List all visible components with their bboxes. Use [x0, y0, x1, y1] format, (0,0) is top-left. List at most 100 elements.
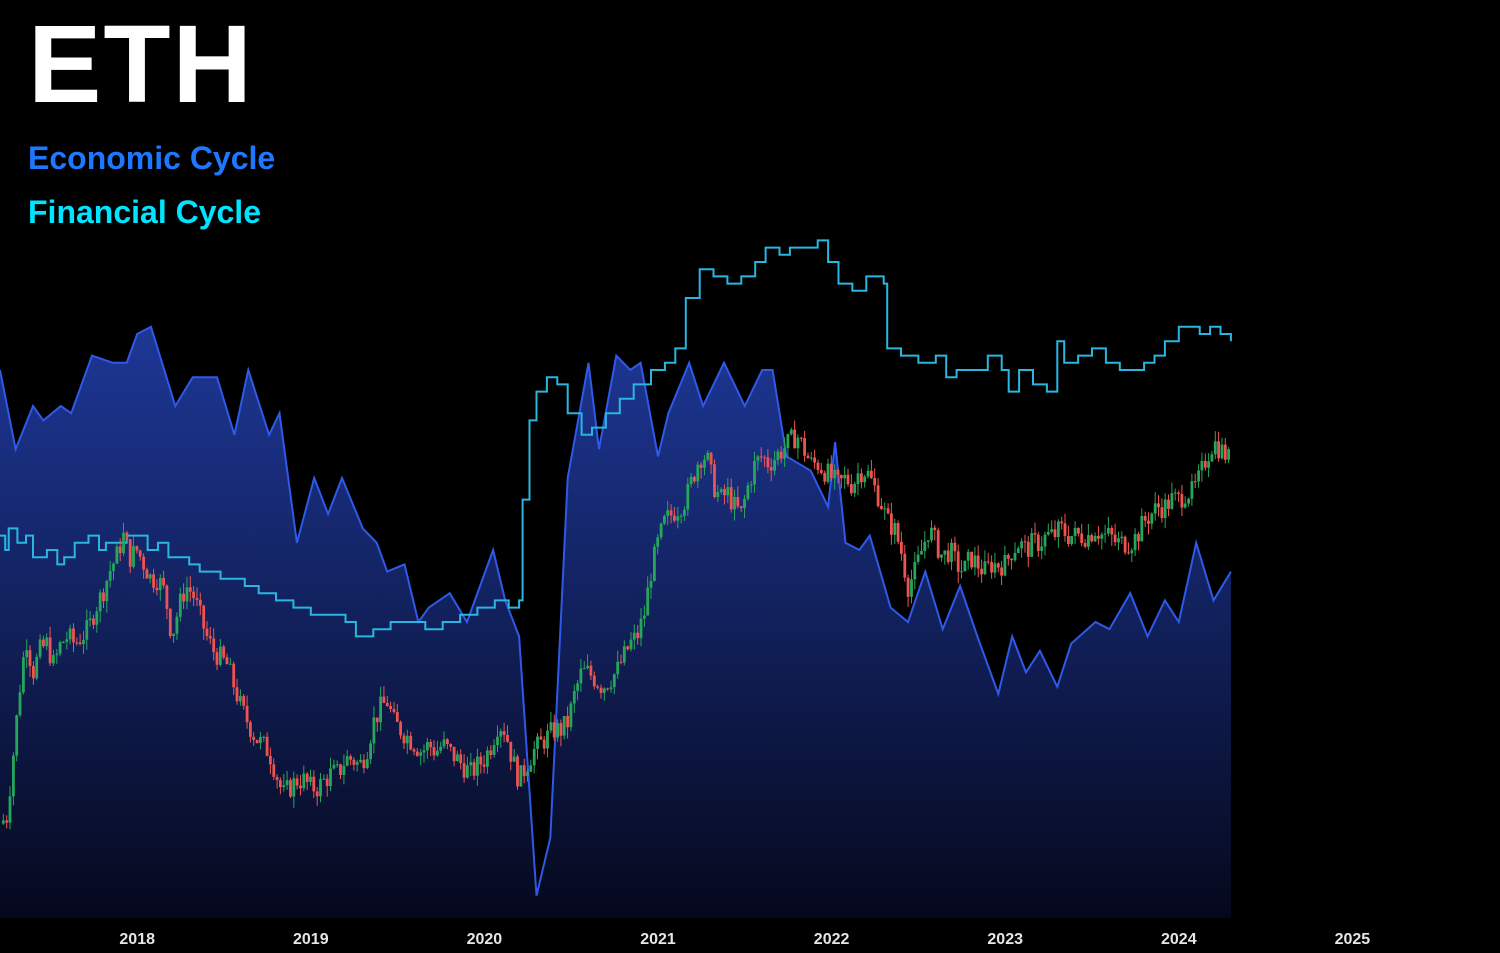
eth-candle: [15, 714, 19, 762]
eth-candle: [946, 542, 950, 565]
eth-candle: [582, 661, 586, 670]
eth-candle: [819, 462, 823, 475]
eth-candle: [1197, 464, 1200, 488]
eth-candle: [616, 650, 620, 679]
eth-candle: [990, 555, 993, 579]
eth-candle: [673, 507, 676, 523]
eth-candle: [305, 772, 309, 791]
eth-candle: [960, 560, 963, 579]
eth-candle: [1107, 516, 1110, 537]
eth-candle: [242, 694, 246, 710]
eth-candle: [966, 549, 970, 570]
eth-candle: [132, 536, 135, 569]
eth-candle: [769, 458, 773, 482]
eth-candle: [953, 536, 957, 562]
eth-candle: [736, 486, 740, 509]
eth-candle: [1193, 473, 1197, 488]
eth-candle: [302, 765, 306, 792]
eth-candle: [1213, 431, 1217, 460]
eth-candle: [779, 446, 783, 464]
eth-candle: [816, 459, 820, 475]
eth-candle: [225, 653, 229, 665]
x-axis: 2018 2019 2020 2021 2022 2023 2024 2025: [119, 931, 1370, 948]
eth-candle: [1023, 534, 1027, 553]
eth-candle: [833, 464, 837, 490]
eth-candle: [112, 562, 115, 581]
eth-candle: [1153, 492, 1157, 521]
eth-candle: [843, 466, 847, 489]
eth-candle: [355, 759, 359, 772]
eth-candle: [469, 753, 473, 777]
eth-candle: [1227, 447, 1230, 463]
eth-candle: [105, 579, 109, 613]
eth-candle: [1083, 539, 1087, 549]
eth-candle: [1053, 520, 1057, 541]
eth-candle: [1183, 496, 1187, 509]
x-tick-label: 2020: [467, 931, 503, 948]
eth-candle: [409, 731, 413, 751]
eth-candle: [476, 748, 479, 786]
eth-candle: [208, 627, 212, 645]
eth-candle: [315, 786, 319, 806]
eth-candle: [883, 502, 887, 520]
eth-candle: [82, 630, 85, 654]
eth-candle: [1013, 542, 1017, 562]
eth-candle: [773, 450, 776, 476]
eth-candle: [165, 584, 169, 620]
eth-candle: [552, 714, 556, 741]
eth-candle: [566, 706, 569, 739]
eth-candle: [1060, 516, 1064, 530]
eth-candle: [198, 592, 202, 616]
eth-candle: [586, 654, 589, 670]
eth-candle: [88, 611, 92, 627]
eth-candle: [45, 633, 49, 651]
eth-candle: [602, 687, 606, 701]
eth-candle: [706, 450, 710, 462]
eth-candle: [703, 455, 706, 476]
eth-candle: [1133, 528, 1137, 557]
eth-candle: [1057, 519, 1060, 548]
eth-candle: [756, 454, 760, 471]
eth-candle: [342, 754, 346, 785]
eth-candle: [255, 739, 259, 744]
eth-candle: [826, 458, 830, 484]
eth-candle: [145, 567, 149, 579]
eth-candle: [128, 539, 132, 573]
eth-candle: [335, 760, 339, 768]
eth-candle: [686, 477, 690, 516]
eth-candle: [886, 503, 890, 515]
eth-candle: [442, 731, 446, 749]
eth-candle: [52, 649, 55, 666]
eth-candle: [556, 719, 559, 742]
eth-candle: [709, 451, 713, 474]
eth-candle: [612, 673, 616, 695]
eth-candle: [963, 560, 967, 572]
eth-candle: [349, 754, 352, 766]
eth-candle: [626, 645, 630, 651]
eth-candle: [829, 455, 833, 482]
eth-candle: [439, 741, 443, 754]
economic-cycle-line: [0, 325, 1232, 896]
eth-candle: [679, 513, 683, 524]
eth-candle: [48, 626, 52, 666]
eth-candle: [312, 770, 316, 798]
eth-candle: [1130, 547, 1134, 562]
legend-financial-cycle: Financial Cycle: [28, 194, 261, 230]
eth-candle: [449, 743, 453, 752]
eth-candle: [916, 545, 920, 565]
eth-candle: [786, 433, 790, 458]
eth-candle: [846, 468, 850, 487]
eth-candle: [639, 608, 643, 647]
eth-candle: [202, 604, 206, 640]
eth-candle: [205, 621, 209, 641]
eth-candle: [803, 430, 806, 462]
eth-candle: [576, 680, 579, 701]
eth-candle: [92, 614, 95, 629]
eth-candle: [58, 640, 62, 657]
eth-candle: [496, 725, 499, 753]
eth-candle: [903, 545, 907, 582]
eth-candle: [643, 605, 646, 627]
eth-candle: [920, 539, 923, 555]
eth-candle: [910, 569, 913, 604]
